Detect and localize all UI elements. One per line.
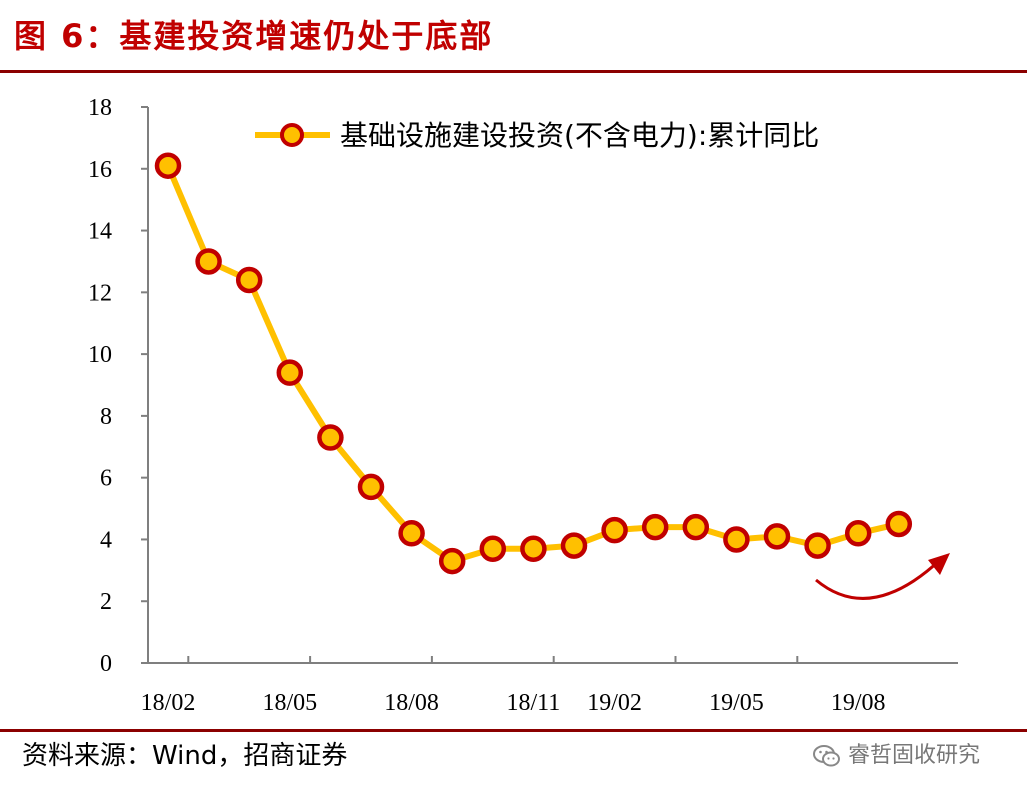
data-point [885, 510, 913, 538]
data-point [844, 520, 872, 547]
data-point [154, 152, 182, 179]
wechat-icon [813, 745, 840, 767]
y-axis-ticks: 0 2 4 6 8 10 12 14 16 18 [88, 95, 148, 677]
trend-arrow-annotation [815, 558, 942, 600]
data-point [357, 473, 385, 501]
data-point [520, 535, 547, 562]
data-point [804, 532, 831, 559]
line-chart: 0 2 4 6 8 10 12 14 16 18 18/02 18/05 18/08 18/11 19/0… [88, 95, 958, 716]
data-point [641, 513, 669, 541]
data-point [763, 523, 791, 550]
data-point [601, 516, 628, 544]
data-point [479, 535, 507, 562]
x-tick-label: 19/08 [831, 690, 886, 716]
series-line [165, 164, 900, 565]
y-tick-label: 14 [88, 219, 112, 245]
watermark-label: 睿哲固收研究 [848, 743, 981, 768]
trend-arrowhead [928, 553, 950, 575]
x-axis-ticks: 18/02 18/05 18/08 18/11 19/02 19/05 19/08 [141, 656, 886, 716]
data-point [235, 266, 263, 294]
data-point [276, 359, 304, 386]
y-tick-label: 4 [100, 527, 112, 553]
x-tick-label: 18/08 [384, 690, 439, 716]
y-tick-label: 8 [100, 404, 112, 430]
data-point [682, 513, 710, 541]
x-tick-label: 18/02 [141, 690, 196, 716]
y-tick-label: 6 [100, 466, 112, 492]
x-tick-label: 18/11 [507, 690, 561, 716]
legend-label: 基础设施建设投资(不含电力):累计同比 [340, 119, 819, 152]
y-tick-label: 0 [100, 651, 112, 677]
figure-title: 图 6：基建投资增速仍处于底部 [14, 17, 494, 55]
data-point [723, 526, 750, 553]
y-tick-label: 16 [88, 157, 112, 183]
legend-marker [280, 123, 304, 147]
footer-divider [0, 729, 1027, 732]
data-point [195, 248, 222, 275]
data-point [438, 547, 466, 575]
y-tick-label: 12 [88, 280, 112, 306]
y-tick-label: 10 [88, 342, 112, 368]
legend: 基础设施建设投资(不含电力):累计同比 [255, 119, 819, 152]
data-point [317, 424, 344, 451]
title-divider [0, 70, 1027, 73]
y-tick-label: 18 [88, 95, 112, 121]
data-point [398, 520, 425, 547]
x-tick-label: 18/05 [262, 690, 317, 716]
data-point [560, 532, 588, 559]
x-tick-label: 19/02 [587, 690, 642, 716]
chart-axes [147, 107, 958, 664]
x-tick-label: 19/05 [709, 690, 764, 716]
y-tick-label: 2 [100, 589, 112, 615]
data-source: 资料来源：Wind，招商证券 [22, 741, 348, 771]
watermark: 睿哲固收研究 [812, 736, 980, 776]
series-group [154, 152, 913, 575]
